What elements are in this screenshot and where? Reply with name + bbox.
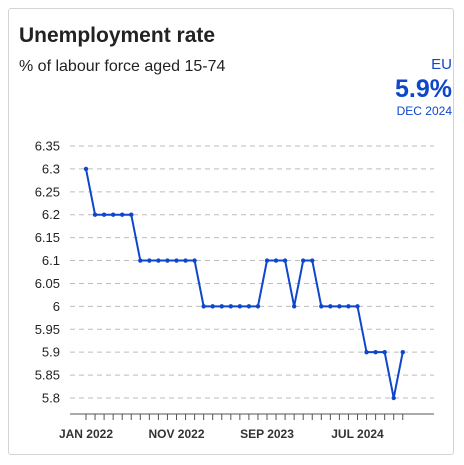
data-point (391, 395, 396, 401)
data-point (192, 258, 197, 263)
y-tick-label: 6.3 (42, 161, 60, 176)
y-tick-label: 5.85 (35, 368, 60, 383)
data-point (174, 258, 179, 263)
data-point (355, 304, 360, 309)
data-point (319, 304, 324, 309)
kpi-value: 5.9% (395, 75, 452, 103)
data-point (264, 258, 270, 263)
y-tick-label: 5.9 (42, 345, 60, 360)
data-point (373, 349, 378, 355)
data-point (337, 304, 342, 309)
x-axis-ticks: JAN 2022 NOV 2022 SEP 2023 JUL 2024 (59, 414, 404, 441)
chart-title: Unemployment rate (19, 24, 216, 47)
data-point (92, 212, 98, 217)
data-point (183, 258, 188, 263)
data-point (301, 258, 306, 263)
y-tick-label: 5.8 (42, 391, 60, 406)
y-tick-label: 6.2 (42, 207, 60, 222)
data-point (147, 258, 152, 263)
data-point (364, 349, 369, 355)
data-point (129, 212, 134, 217)
y-tick-label: 6.25 (35, 184, 60, 199)
chart-card (8, 8, 454, 455)
data-point (228, 304, 233, 309)
data-point (328, 304, 333, 309)
data-point (120, 212, 125, 217)
data-point (310, 258, 315, 263)
kpi-date: DEC 2024 (396, 104, 452, 118)
data-point (246, 304, 252, 309)
data-point (201, 304, 206, 309)
data-point (346, 304, 351, 309)
grid-lines (70, 145, 434, 399)
data-point (282, 258, 288, 263)
data-point (83, 166, 89, 172)
y-axis-ticks: 6.35 6.3 6.25 6.2 6.15 6.1 6.05 6 5.95 5.9 5.85 5.8 (35, 139, 60, 406)
data-point (138, 258, 143, 263)
series-points (83, 166, 405, 401)
y-tick-label: 6.15 (35, 230, 60, 245)
data-point (382, 349, 387, 355)
x-tick-label: NOV 2022 (148, 427, 204, 441)
x-tick-label: JAN 2022 (59, 427, 113, 441)
y-tick-label: 5.95 (35, 322, 60, 337)
kpi-block: EU 5.9% DEC 2024 (395, 56, 452, 119)
data-point (400, 349, 405, 355)
x-tick-label: JUL 2024 (331, 427, 384, 441)
y-tick-label: 6 (53, 299, 60, 314)
data-point (273, 258, 279, 263)
data-point (110, 212, 116, 217)
data-point (101, 212, 107, 217)
data-point (210, 304, 215, 309)
data-point (156, 258, 161, 263)
data-point (165, 258, 170, 263)
data-point (237, 304, 243, 309)
chart-subtitle: % of labour force aged 15-74 (19, 58, 226, 75)
kpi-region: EU (431, 56, 452, 73)
y-tick-label: 6.05 (35, 276, 60, 291)
data-point (291, 304, 297, 309)
data-point (219, 304, 224, 309)
y-tick-label: 6.1 (42, 253, 60, 268)
y-tick-label: 6.35 (35, 139, 60, 154)
x-tick-label: SEP 2023 (240, 427, 294, 441)
data-point (255, 304, 261, 309)
